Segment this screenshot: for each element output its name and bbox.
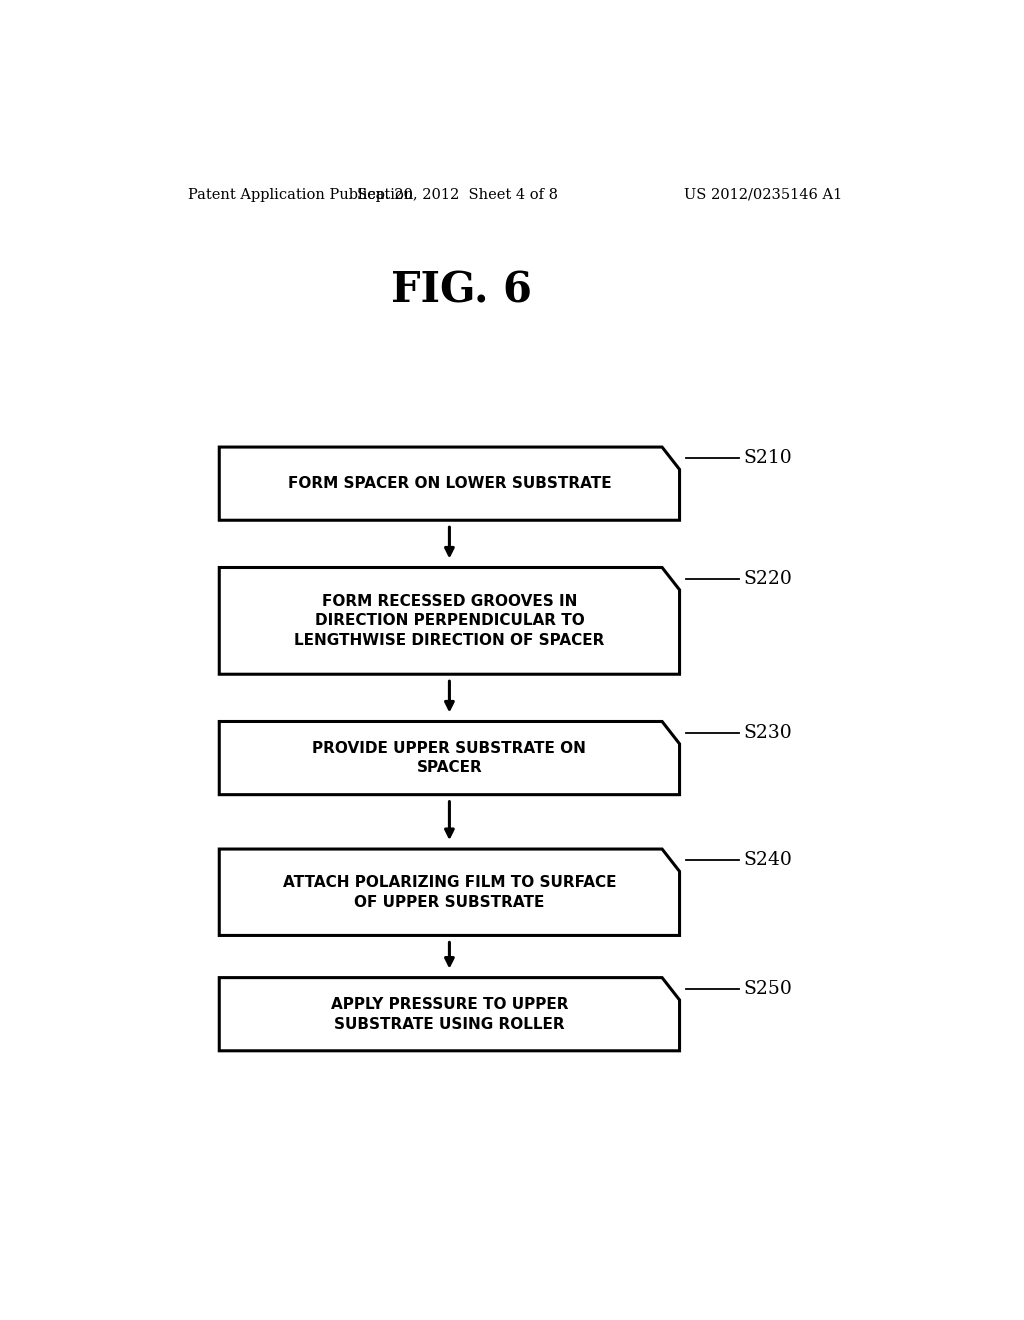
Polygon shape: [219, 978, 680, 1051]
Text: ATTACH POLARIZING FILM TO SURFACE
OF UPPER SUBSTRATE: ATTACH POLARIZING FILM TO SURFACE OF UPP…: [283, 875, 616, 909]
Polygon shape: [219, 722, 680, 795]
Text: APPLY PRESSURE TO UPPER
SUBSTRATE USING ROLLER: APPLY PRESSURE TO UPPER SUBSTRATE USING …: [331, 997, 568, 1032]
Text: FORM SPACER ON LOWER SUBSTRATE: FORM SPACER ON LOWER SUBSTRATE: [288, 477, 611, 491]
Text: FORM RECESSED GROOVES IN
DIRECTION PERPENDICULAR TO
LENGTHWISE DIRECTION OF SPAC: FORM RECESSED GROOVES IN DIRECTION PERPE…: [294, 594, 604, 648]
Text: PROVIDE UPPER SUBSTRATE ON
SPACER: PROVIDE UPPER SUBSTRATE ON SPACER: [312, 741, 587, 775]
Text: FIG. 6: FIG. 6: [391, 269, 531, 312]
Text: S210: S210: [743, 449, 792, 467]
Polygon shape: [219, 447, 680, 520]
Text: Patent Application Publication: Patent Application Publication: [187, 187, 413, 202]
Text: US 2012/0235146 A1: US 2012/0235146 A1: [684, 187, 842, 202]
Text: S220: S220: [743, 570, 792, 587]
Text: S230: S230: [743, 723, 792, 742]
Text: S250: S250: [743, 979, 792, 998]
Text: Sep. 20, 2012  Sheet 4 of 8: Sep. 20, 2012 Sheet 4 of 8: [356, 187, 558, 202]
Polygon shape: [219, 849, 680, 936]
Text: S240: S240: [743, 851, 792, 870]
Polygon shape: [219, 568, 680, 675]
